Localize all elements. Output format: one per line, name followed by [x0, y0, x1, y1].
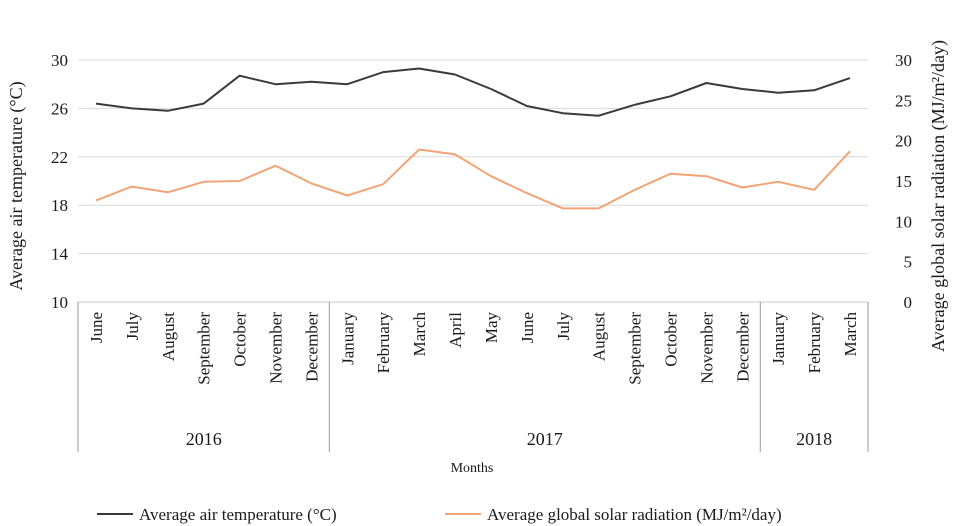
right-tick-label: 15: [895, 172, 912, 191]
legend: Average air temperature (°C) Average glo…: [97, 505, 782, 524]
series-lines: [95, 67, 851, 210]
right-axis-title: Average global solar radiation (MJ/m²/da…: [928, 40, 949, 352]
year-label: 2017: [527, 429, 563, 449]
month-label: October: [662, 312, 681, 367]
temperature-line: [95, 67, 851, 117]
axes: [77, 301, 869, 452]
month-label: December: [302, 312, 321, 382]
solar-radiation-line: [95, 148, 851, 210]
left-tick-label: 14: [51, 245, 69, 264]
month-label: May: [482, 312, 501, 344]
month-label: April: [446, 312, 465, 348]
month-label: December: [733, 312, 752, 382]
month-label: August: [159, 312, 178, 361]
year-label: 2018: [796, 429, 832, 449]
legend-label-temperature: Average air temperature (°C): [139, 505, 337, 524]
month-label: June: [87, 312, 106, 343]
month-label: September: [626, 312, 645, 385]
month-label: July: [554, 312, 573, 341]
right-tick-label: 10: [895, 212, 912, 231]
month-label: March: [841, 312, 860, 357]
year-labels: 2016 2017 2018: [186, 429, 832, 449]
left-tick-label: 10: [51, 293, 68, 312]
left-tick-label: 26: [51, 99, 68, 118]
right-tick-label: 0: [904, 293, 913, 312]
legend-label-radiation: Average global solar radiation (MJ/m²/da…: [487, 505, 782, 524]
right-tick-label: 30: [895, 51, 912, 70]
month-label: July: [123, 312, 142, 341]
right-tick-label: 25: [895, 91, 912, 110]
right-tick-label: 5: [904, 253, 913, 272]
month-label: November: [267, 312, 286, 384]
month-label: October: [231, 312, 250, 367]
month-label: February: [805, 312, 824, 374]
gridlines: [78, 59, 868, 255]
month-label: March: [410, 312, 429, 357]
left-axis-ticks: 10 14 18 22 26 30: [51, 51, 69, 312]
year-label: 2016: [186, 429, 222, 449]
left-axis-title: Average air temperature (°C): [6, 81, 27, 290]
month-label: August: [590, 312, 609, 361]
right-tick-label: 20: [895, 132, 912, 151]
month-label: January: [769, 312, 788, 365]
left-tick-label: 30: [51, 51, 68, 70]
month-label: September: [195, 312, 214, 385]
month-labels: June July August September October November De…: [87, 312, 860, 385]
month-label: January: [338, 312, 357, 365]
left-tick-label: 18: [51, 196, 68, 215]
month-label: November: [697, 312, 716, 384]
left-tick-label: 22: [51, 148, 68, 167]
right-axis-ticks: 0 5 10 15 20 25 30: [895, 51, 912, 312]
month-label: June: [518, 312, 537, 343]
x-axis-title: Months: [451, 461, 494, 476]
month-label: February: [374, 312, 393, 374]
